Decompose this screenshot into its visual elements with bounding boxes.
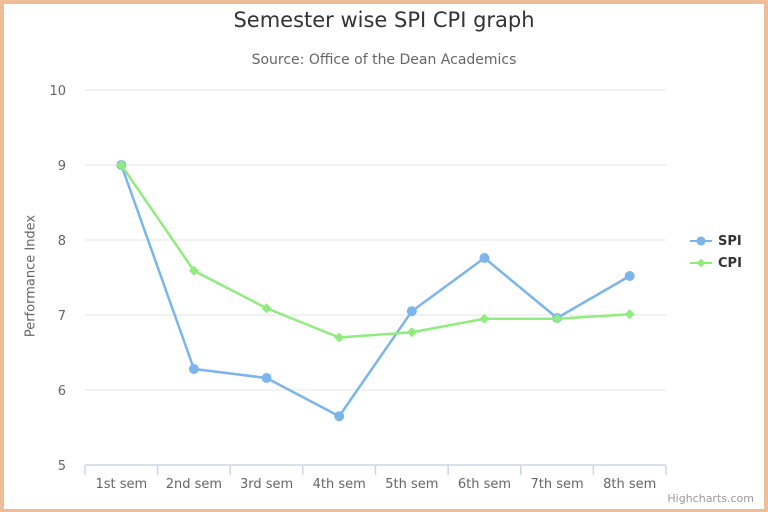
x-tick-label: 4th sem (313, 477, 366, 492)
x-tick-label: 8th sem (603, 477, 656, 492)
y-tick-label: 5 (58, 459, 66, 474)
y-tick-label: 7 (58, 309, 66, 324)
legend-label: SPI (718, 233, 742, 249)
credits-link[interactable]: Highcharts.com (667, 492, 754, 505)
x-tick-label: 6th sem (458, 477, 511, 492)
circle-marker-icon (690, 236, 712, 246)
spi-point[interactable] (188, 364, 199, 374)
cpi-point[interactable] (479, 313, 490, 324)
spi-point[interactable] (406, 306, 417, 317)
cpi-point[interactable] (624, 309, 635, 320)
legend-item-cpi[interactable]: CPI (690, 252, 742, 274)
cpi-point[interactable] (406, 327, 417, 338)
cpi-point[interactable] (552, 313, 563, 324)
x-tick-label: 5th sem (385, 477, 438, 492)
cpi-point[interactable] (334, 332, 345, 343)
cpi-line (120, 164, 630, 339)
chart-title: Semester wise SPI CPI graph (233, 8, 535, 32)
x-tick-label: 1st sem (95, 477, 147, 492)
x-tick-label: 7th sem (530, 477, 583, 492)
spi-point[interactable] (624, 271, 635, 281)
x-tick-label: 3rd sem (240, 477, 293, 492)
x-tick-label: 2nd sem (166, 477, 222, 492)
legend-label: CPI (718, 255, 742, 271)
legend: SPI CPI (690, 230, 742, 274)
y-tick-label: 9 (58, 159, 66, 174)
spi-point[interactable] (334, 411, 345, 422)
y-tick-label: 8 (58, 234, 66, 249)
y-tick-label: 10 (49, 84, 66, 99)
cpi-point[interactable] (261, 303, 272, 314)
cpi-point[interactable] (116, 160, 127, 170)
cpi-point[interactable] (188, 265, 199, 276)
chart-container (4, 4, 764, 509)
legend-item-spi[interactable]: SPI (690, 230, 742, 252)
chart-subtitle: Source: Office of the Dean Academics (251, 52, 517, 68)
spi-point[interactable] (261, 373, 272, 383)
spi-line (120, 164, 631, 418)
y-tick-label: 6 (58, 384, 66, 399)
spi-point[interactable] (479, 253, 490, 263)
diamond-marker-icon (690, 258, 712, 268)
